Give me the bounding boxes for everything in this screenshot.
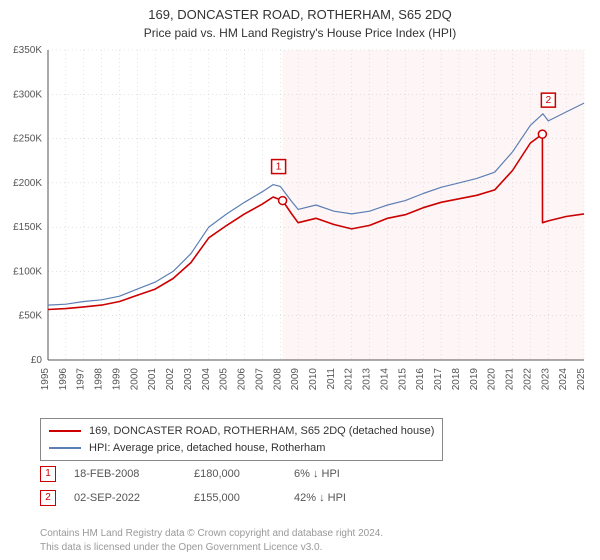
svg-text:2000: 2000 — [129, 367, 140, 390]
marker-badge-icon: 2 — [40, 490, 56, 506]
svg-text:£200K: £200K — [13, 177, 42, 188]
svg-text:2009: 2009 — [290, 367, 301, 390]
svg-text:2020: 2020 — [487, 367, 498, 390]
legend-row: 169, DONCASTER ROAD, ROTHERHAM, S65 2DQ … — [49, 423, 434, 440]
marker-badge-icon: 1 — [40, 466, 56, 482]
sale-row: 2 02-SEP-2022 £155,000 42% ↓ HPI — [40, 490, 414, 506]
sale-pct: 6% ↓ HPI — [294, 468, 414, 480]
legend-label: HPI: Average price, detached house, Roth… — [89, 440, 325, 457]
svg-text:2005: 2005 — [219, 367, 230, 390]
svg-text:1997: 1997 — [76, 367, 87, 390]
legend-swatch-icon — [49, 447, 81, 449]
svg-text:2019: 2019 — [469, 367, 480, 390]
svg-text:2007: 2007 — [254, 367, 265, 390]
svg-text:£0: £0 — [31, 355, 43, 366]
svg-text:2010: 2010 — [308, 367, 319, 390]
svg-text:2016: 2016 — [415, 367, 426, 390]
chart-title: 169, DONCASTER ROAD, ROTHERHAM, S65 2DQ — [0, 0, 600, 24]
svg-text:2015: 2015 — [397, 367, 408, 390]
footer-line: Contains HM Land Registry data © Crown c… — [40, 527, 383, 541]
sale-row: 1 18-FEB-2008 £180,000 6% ↓ HPI — [40, 466, 414, 482]
legend-label: 169, DONCASTER ROAD, ROTHERHAM, S65 2DQ … — [89, 423, 434, 440]
svg-text:2023: 2023 — [540, 367, 551, 390]
svg-text:£250K: £250K — [13, 133, 42, 144]
svg-text:2018: 2018 — [451, 367, 462, 390]
svg-text:2006: 2006 — [237, 367, 248, 390]
svg-text:2024: 2024 — [558, 367, 569, 390]
svg-text:2014: 2014 — [379, 367, 390, 390]
svg-text:2001: 2001 — [147, 367, 158, 390]
footer-line: This data is licensed under the Open Gov… — [40, 541, 383, 555]
svg-text:£100K: £100K — [13, 266, 42, 277]
svg-text:£50K: £50K — [19, 310, 43, 321]
legend-swatch-icon — [49, 430, 81, 432]
svg-text:2013: 2013 — [362, 367, 373, 390]
legend: 169, DONCASTER ROAD, ROTHERHAM, S65 2DQ … — [40, 418, 443, 461]
svg-text:2022: 2022 — [522, 367, 533, 390]
sale-price: £180,000 — [194, 468, 294, 480]
chart-subtitle: Price paid vs. HM Land Registry's House … — [0, 24, 600, 40]
svg-text:£150K: £150K — [13, 222, 42, 233]
svg-text:2017: 2017 — [433, 367, 444, 390]
svg-text:2002: 2002 — [165, 367, 176, 390]
svg-text:2011: 2011 — [326, 367, 337, 389]
svg-text:2025: 2025 — [576, 367, 587, 390]
svg-text:2003: 2003 — [183, 367, 194, 390]
svg-text:2021: 2021 — [505, 367, 516, 390]
svg-text:£350K: £350K — [13, 45, 42, 56]
svg-text:1995: 1995 — [40, 367, 51, 390]
sale-date: 18-FEB-2008 — [74, 468, 194, 480]
price-chart: £0 £50K £100K £150K £200K £250K £300K £350K 1995… — [0, 40, 600, 410]
sale-date: 02-SEP-2022 — [74, 492, 194, 504]
legend-row: HPI: Average price, detached house, Roth… — [49, 440, 434, 457]
svg-text:2012: 2012 — [344, 367, 355, 390]
svg-text:1998: 1998 — [94, 367, 105, 390]
sale-pct: 42% ↓ HPI — [294, 492, 414, 504]
svg-text:2004: 2004 — [201, 367, 212, 390]
sale-price: £155,000 — [194, 492, 294, 504]
svg-text:£300K: £300K — [13, 89, 42, 100]
chart-container: 169, DONCASTER ROAD, ROTHERHAM, S65 2DQ … — [0, 0, 600, 560]
svg-text:2008: 2008 — [272, 367, 283, 390]
svg-text:2: 2 — [546, 95, 552, 106]
svg-text:1996: 1996 — [58, 367, 69, 390]
footer: Contains HM Land Registry data © Crown c… — [40, 527, 383, 554]
svg-text:1: 1 — [276, 161, 282, 172]
svg-text:1999: 1999 — [111, 367, 122, 390]
